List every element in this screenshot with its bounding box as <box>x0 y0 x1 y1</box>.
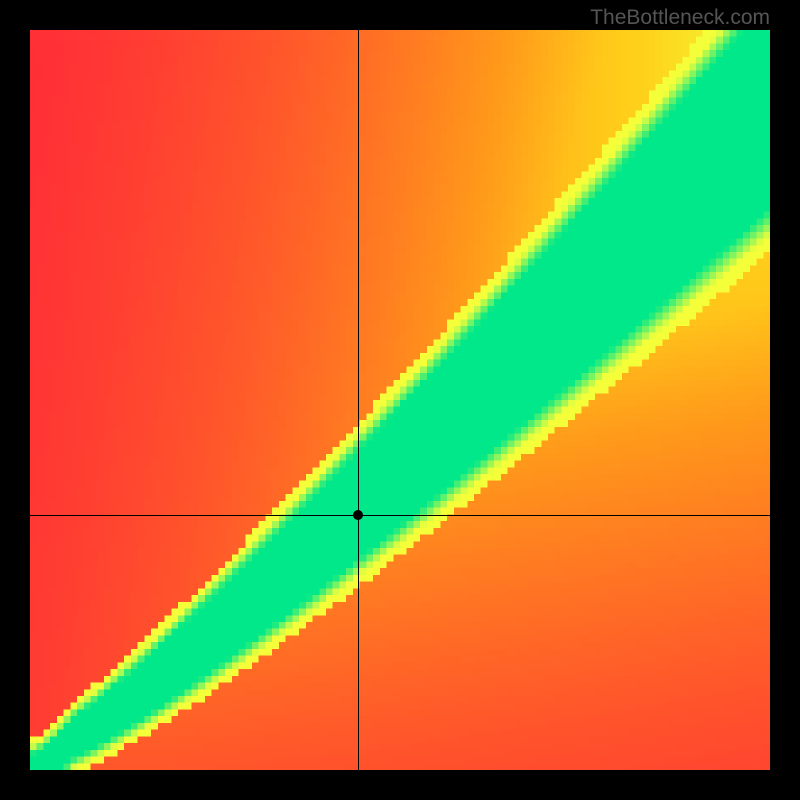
plot-area <box>30 30 770 770</box>
heatmap-canvas <box>30 30 770 770</box>
chart-frame: TheBottleneck.com <box>0 0 800 800</box>
watermark-text: TheBottleneck.com <box>590 6 770 30</box>
